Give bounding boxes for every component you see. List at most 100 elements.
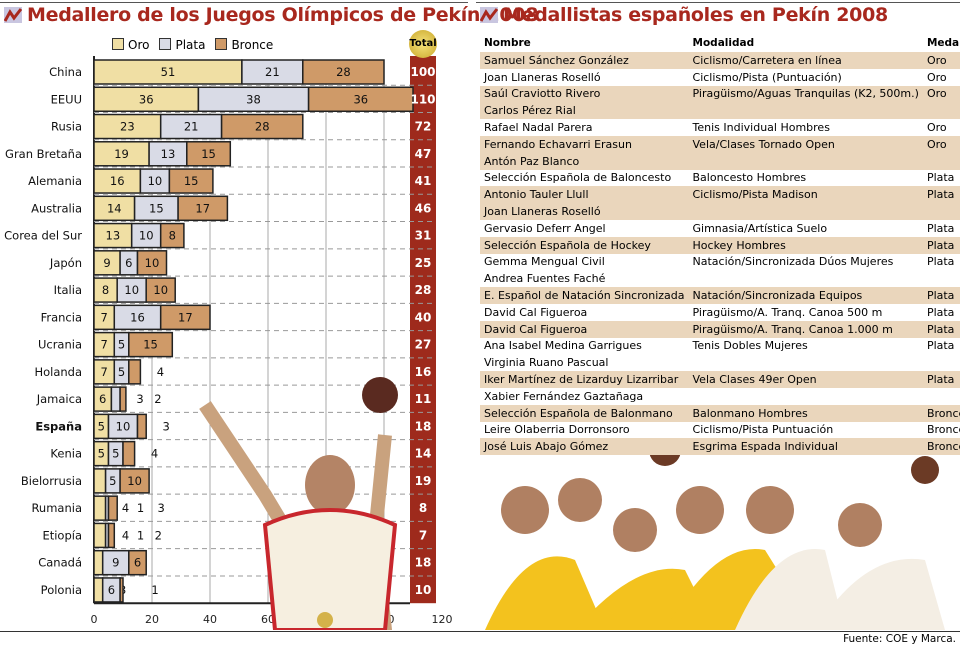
bar-bronce xyxy=(119,386,127,412)
source-note: Fuente: COE y Marca. xyxy=(843,633,956,645)
bar-oro xyxy=(93,468,107,494)
country-label: Ucrania xyxy=(38,338,82,352)
data-label: 17 xyxy=(178,310,193,324)
data-label: 4 xyxy=(122,528,129,542)
total-label: 100 xyxy=(410,65,435,79)
cell-nombre: E. Español de Natación Sincronizada xyxy=(480,287,689,304)
data-label: 13 xyxy=(161,147,176,161)
data-label: 5 xyxy=(98,419,105,433)
cell-medalla: Bronce xyxy=(922,438,960,456)
cell-modalidad xyxy=(689,270,923,287)
cell-modalidad: Baloncesto Hombres xyxy=(692,171,807,185)
total-label: 18 xyxy=(415,556,432,570)
cell-nombre: Gemma Mengual Civil xyxy=(484,255,605,269)
table-row: E. Español de Natación Sincronizada Natac… xyxy=(480,287,960,304)
bar-bronce xyxy=(145,277,176,303)
cell-modalidad: Piragüismo/A. Tranq. Canoa 500 m xyxy=(692,305,883,319)
table-row: Rafael Nadal Parera Tenis Individual Homb… xyxy=(480,119,960,136)
table-row: Samuel Sánchez González Ciclismo/Carreter… xyxy=(480,52,960,69)
country-label: Italia xyxy=(54,283,82,297)
cell-nombre: Andrea Fuentes Faché xyxy=(484,272,606,286)
data-label: 51 xyxy=(161,65,176,79)
bar-plata xyxy=(241,59,304,85)
bar-oro xyxy=(93,168,142,194)
bar-bronce xyxy=(177,195,229,222)
bar-bronce xyxy=(136,413,147,440)
country-label: Corea del Sur xyxy=(4,229,82,243)
chart-logo-icon xyxy=(4,7,22,23)
total-label: 16 xyxy=(415,365,432,379)
total-label: 40 xyxy=(415,310,432,324)
cell-modalidad: Balonmano Hombres xyxy=(688,404,923,422)
cell-modalidad: Gimnasia/Artística Suelo xyxy=(692,221,828,235)
bar-bronce xyxy=(122,440,136,467)
country-label: Francia xyxy=(41,310,82,324)
cell-modalidad: Ciclismo/Pista Puntuación xyxy=(692,423,834,437)
legend-oro: Oro xyxy=(112,38,149,52)
bar-plata xyxy=(159,113,223,140)
cell-nombre: Gervasio Deferr Angel xyxy=(484,221,606,235)
data-label: 23 xyxy=(120,120,135,134)
cell-medalla: Plata xyxy=(922,287,960,304)
cell-medalla: Bronce xyxy=(926,423,960,437)
cell-nombre: Virginia Ruano Pascual xyxy=(484,356,609,370)
cell-medalla xyxy=(923,270,960,287)
cell-medalla xyxy=(922,152,960,170)
total-label: 27 xyxy=(415,338,432,352)
data-label: 6 xyxy=(99,392,106,406)
data-label: 6 xyxy=(108,583,115,597)
total-column xyxy=(410,56,436,604)
cell-nombre: Antonio Tauler Llull xyxy=(480,186,689,204)
country-label: Australia xyxy=(31,201,82,215)
cell-nombre: Selección Española de Baloncesto xyxy=(484,171,672,185)
total-label: 25 xyxy=(415,256,432,270)
legend-plata: Plata xyxy=(159,38,205,52)
total-label: 46 xyxy=(415,201,432,215)
cell-medalla: Bronce xyxy=(922,404,960,422)
spanish-medalists-table: Nombre Modalidad Medalla Samuel Sánchez … xyxy=(480,34,960,456)
cell-nombre: Carlos Pérez Rial xyxy=(480,102,689,120)
data-label: 9 xyxy=(112,556,119,570)
country-label: Rumania xyxy=(31,501,82,515)
table-row: Selección Española de Hockey Hockey Hombr… xyxy=(480,236,960,254)
data-label: 15 xyxy=(184,174,199,188)
x-tick-label: 20 xyxy=(145,613,159,626)
bar-bronce xyxy=(186,141,232,167)
cyclist-photo xyxy=(199,377,398,630)
data-label: 5 xyxy=(112,447,119,461)
cell-nombre: Saúl Craviotto Rivero xyxy=(480,85,689,103)
table-row: José Luis Abajo Gómez Esgrima Espada Indi… xyxy=(480,438,960,456)
table-row: Joan Llaneras Roselló Ciclismo/Pista (Pun… xyxy=(480,69,960,86)
cell-modalidad xyxy=(689,388,923,405)
data-label: 36 xyxy=(353,92,368,106)
bar-plata xyxy=(139,168,171,194)
table-row: Xabier Fernández Gaztañaga xyxy=(480,388,960,405)
table-row: Leire Olaberria Dorronsoro Ciclismo/Pista… xyxy=(480,422,960,439)
table-row: Gemma Mengual Civil Natación/Sincronizada… xyxy=(480,254,960,271)
cell-nombre: Fernando Echavarri Erasun xyxy=(480,135,689,153)
bar-oro xyxy=(93,522,107,549)
medal-chart: 0204060100120China512128100EEUU363836110… xyxy=(4,56,453,626)
country-label: Holanda xyxy=(34,365,82,379)
bar-oro xyxy=(93,59,243,85)
cell-modalidad: Hockey Hombres xyxy=(688,236,923,254)
total-label: 10 xyxy=(415,583,432,597)
data-label: 10 xyxy=(127,474,142,488)
country-label: Alemania xyxy=(28,174,82,188)
bar-bronce xyxy=(119,468,150,494)
table-row: David Cal Figueroa Piragüismo/A. Tranq. C… xyxy=(480,304,960,321)
data-label: 5 xyxy=(98,447,105,461)
header-medalla: Medalla xyxy=(926,37,960,49)
cell-medalla: Oro xyxy=(922,52,960,69)
table-row: Ana Isabel Medina Garrigues Tenis Dobles … xyxy=(480,338,960,355)
data-label: 10 xyxy=(139,229,154,243)
bar-oro xyxy=(93,495,107,521)
cell-modalidad: Piragüismo/A. Tranq. Canoa 1.000 m xyxy=(688,320,923,338)
country-label: Polonia xyxy=(41,583,82,597)
total-label: 110 xyxy=(410,92,435,106)
cell-nombre: David Cal Figueroa xyxy=(484,305,588,319)
cell-modalidad: Tenis Dobles Mujeres xyxy=(692,339,808,353)
table-row: Andrea Fuentes Faché xyxy=(480,270,960,287)
bar-bronce xyxy=(136,250,168,276)
